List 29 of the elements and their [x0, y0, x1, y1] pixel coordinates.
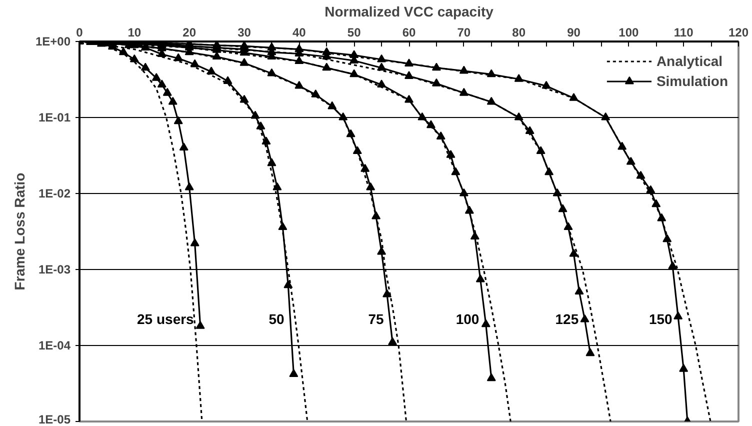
x-tick-label: 100: [618, 26, 640, 40]
y-tick-label: 1E+00: [35, 34, 71, 48]
x-tick-label: 110: [674, 26, 694, 40]
y-axis-title: Frame Loss Ratio: [11, 172, 28, 290]
y-tick-label: 1E-01: [38, 110, 71, 124]
annotation: 125: [555, 310, 579, 327]
annotation: 25 users: [137, 310, 194, 327]
x-tick-label: 80: [512, 26, 526, 40]
x-axis-title: Normalized VCC capacity: [324, 4, 494, 20]
annotation: 75: [368, 310, 384, 327]
x-tick-label: 70: [457, 26, 471, 40]
x-tick-label: 60: [402, 26, 416, 40]
legend-label: Analytical: [656, 53, 723, 69]
y-tick-label: 1E-04: [38, 338, 71, 352]
x-tick-label: 20: [182, 26, 196, 40]
x-tick-label: 40: [292, 26, 306, 40]
x-tick-label: 10: [128, 26, 142, 40]
y-tick-label: 1E-02: [38, 186, 71, 200]
x-tick-label: 120: [728, 26, 749, 40]
annotation: 50: [268, 310, 284, 327]
y-tick-label: 1E-03: [38, 262, 71, 276]
x-tick-label: 90: [567, 26, 581, 40]
x-tick-label: 50: [347, 26, 362, 40]
x-tick-label: 0: [76, 26, 84, 40]
annotation: 100: [456, 310, 480, 327]
x-tick-label: 30: [238, 26, 252, 40]
y-tick-label: 1E-05: [38, 412, 71, 426]
annotation: 150: [648, 310, 673, 327]
legend-label: Simulation: [656, 73, 728, 89]
